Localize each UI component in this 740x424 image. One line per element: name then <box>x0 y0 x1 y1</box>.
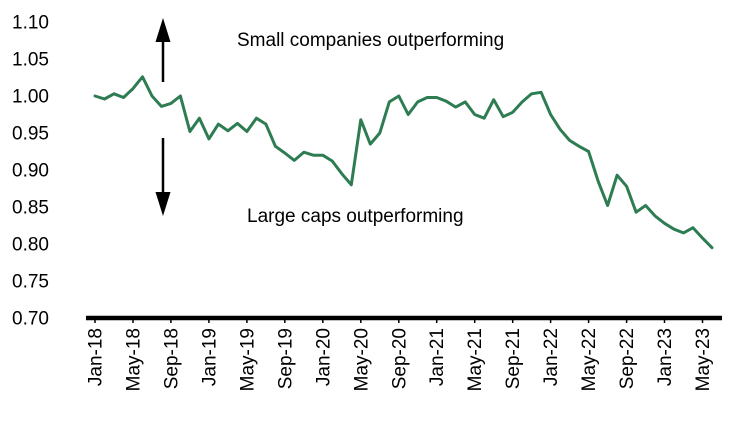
down-arrow-head <box>155 192 171 216</box>
x-tick-label: Jan-23 <box>655 328 676 386</box>
x-tick-label: May-23 <box>693 328 714 391</box>
y-tick-label: 1.10 <box>12 13 49 34</box>
y-tick-label: 0.80 <box>12 235 49 256</box>
x-tick-label: Jan-18 <box>86 328 107 386</box>
x-tick-label: Jan-19 <box>199 328 220 386</box>
x-tick-label: May-20 <box>351 328 372 391</box>
y-tick-label: 1.05 <box>12 50 49 71</box>
x-tick-label: Sep-19 <box>275 328 296 389</box>
x-tick-label: May-18 <box>124 328 145 391</box>
x-tick-label: May-21 <box>465 328 486 391</box>
x-tick-label: Jan-20 <box>313 328 334 386</box>
y-tick-label: 0.75 <box>12 272 49 293</box>
y-tick-label: 0.85 <box>12 198 49 219</box>
x-tick-label: Sep-21 <box>503 328 524 389</box>
x-tick-label: May-22 <box>579 328 600 391</box>
annotation-small-companies: Small companies outperforming <box>237 30 505 51</box>
annotation-large-caps: Large caps outperforming <box>247 206 464 227</box>
x-tick-label: Jan-21 <box>427 328 448 386</box>
y-tick-label: 0.70 <box>12 309 49 330</box>
y-tick-label: 0.95 <box>12 124 49 145</box>
x-tick-label: Sep-18 <box>161 328 182 389</box>
up-arrow-head <box>155 18 171 42</box>
x-tick-label: Sep-20 <box>389 328 410 389</box>
x-tick-label: May-19 <box>237 328 258 391</box>
y-tick-label: 0.90 <box>12 161 49 182</box>
x-tick-label: Jan-22 <box>541 328 562 386</box>
ratio-line-series <box>93 75 714 250</box>
x-tick-label: Sep-22 <box>617 328 638 389</box>
y-tick-label: 1.00 <box>12 87 49 108</box>
